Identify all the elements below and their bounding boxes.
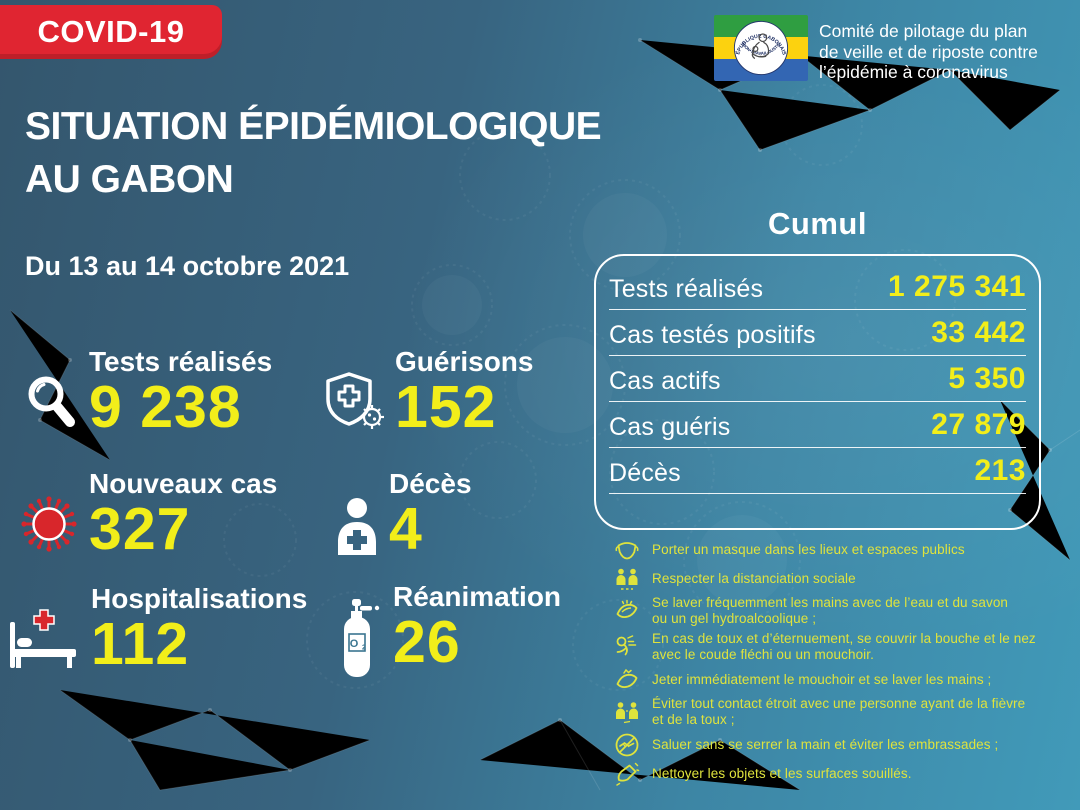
row-label: Décès: [609, 459, 681, 487]
guideline-item: Éviter tout contact étroit avec une pers…: [612, 696, 1067, 729]
guideline-item: Respecter la distanciation sociale: [612, 566, 1067, 592]
cumulative-panel: Tests réalisés 1 275 341 Cas testés posi…: [594, 254, 1041, 530]
cumulative-row: Décès 213: [609, 448, 1026, 494]
clean-surfaces-icon: [612, 761, 642, 787]
stat-tests-realises: Tests réalisés 9 238: [24, 346, 272, 437]
cumulative-row: Tests réalisés 1 275 341: [609, 264, 1026, 310]
virus-icon: [18, 493, 80, 555]
stat-hospitalisations: Hospitalisations 112: [6, 583, 307, 674]
guideline-item: Porter un masque dans les lieux et espac…: [612, 537, 1067, 563]
covid19-badge: COVID-19: [0, 5, 222, 59]
no-handshake-icon: [612, 732, 642, 758]
stat-text: Nouveaux cas 327: [89, 468, 277, 559]
stat-guerisons: Guérisons 152: [322, 346, 533, 437]
row-value: 33 442: [931, 316, 1026, 349]
stat-value: 9 238: [89, 374, 242, 440]
page-title-line2: AU GABON: [25, 158, 234, 202]
guideline-item: En cas de toux et d’éternuement, se couv…: [612, 631, 1067, 664]
stat-deces: Décès 4: [334, 468, 472, 559]
committee-name-line2: de veille et de riposte contre: [819, 41, 1038, 62]
hospital-bed-icon: [6, 608, 82, 670]
guideline-text: Éviter tout contact étroit avec une pers…: [652, 695, 1026, 728]
page-title: SITUATION ÉPIDÉMIOLOGIQUE AU GABON: [25, 100, 602, 207]
stat-text: Décès 4: [389, 468, 472, 559]
stat-label: Réanimation: [393, 581, 562, 612]
stat-value: 327: [89, 496, 191, 562]
stat-reanimation: O 2 Réanimation 26: [338, 581, 561, 677]
stat-label: Décès: [389, 468, 472, 499]
stat-label: Hospitalisations: [91, 583, 308, 614]
stat-text: Guérisons 152: [395, 346, 533, 437]
stat-label: Guérisons: [395, 346, 534, 377]
avoid-contact-icon: [612, 699, 642, 725]
mask-icon: [612, 537, 642, 563]
stat-value: 152: [395, 374, 497, 440]
stat-text: Réanimation 26: [393, 581, 561, 672]
row-label: Cas actifs: [609, 367, 721, 395]
svg-text:2: 2: [362, 644, 366, 651]
guideline-text: Nettoyer les objets et les surfaces soui…: [652, 765, 912, 781]
stat-value: 4: [389, 496, 423, 562]
committee-name-line3: l’épidémie à coronavirus: [819, 62, 1008, 83]
guideline-text: Porter un masque dans les lieux et espac…: [652, 541, 965, 557]
guidelines-list: Porter un masque dans les lieux et espac…: [612, 537, 1067, 787]
guideline-text: En cas de toux et d’éternuement, se couv…: [652, 630, 1036, 663]
guideline-item: Nettoyer les objets et les surfaces soui…: [612, 761, 1067, 787]
dispose-tissue-icon: [612, 667, 642, 693]
row-label: Cas testés positifs: [609, 321, 816, 349]
republic-seal-icon: RÉPUBLIQUE GABONAISE UNION•TRAVAIL•JUSTI…: [733, 20, 789, 76]
stat-label: Tests réalisés: [89, 346, 273, 377]
guideline-item: Se laver fréquemment les mains avec de l…: [612, 595, 1067, 628]
cumulative-row: Cas actifs 5 350: [609, 356, 1026, 402]
cumulative-row: Cas testés positifs 33 442: [609, 310, 1026, 356]
distancing-icon: [612, 566, 642, 592]
guideline-item: Saluer sans se serrer la main et éviter …: [612, 732, 1067, 758]
committee-name-line1: Comité de pilotage du plan: [819, 21, 1028, 41]
row-label: Cas guéris: [609, 413, 731, 441]
guideline-text: Se laver fréquemment les mains avec de l…: [652, 595, 1009, 627]
row-value: 1 275 341: [888, 270, 1026, 303]
row-value: 5 350: [948, 362, 1026, 395]
guideline-text: Respecter la distanciation sociale: [652, 570, 856, 586]
stat-value: 112: [91, 611, 190, 677]
report-period: Du 13 au 14 octobre 2021: [25, 251, 350, 281]
guideline-text: Saluer sans se serrer la main et éviter …: [652, 736, 999, 752]
row-label: Tests réalisés: [609, 275, 764, 303]
stat-label: Nouveaux cas: [89, 468, 278, 499]
covid19-badge-label: COVID-19: [37, 14, 185, 49]
shield-cross-virus-icon: [322, 369, 386, 433]
stat-value: 26: [393, 609, 461, 675]
stat-nouveaux-cas: Nouveaux cas 327: [18, 468, 277, 559]
page-title-line1: SITUATION ÉPIDÉMIOLOGIQUE: [25, 105, 602, 148]
stat-text: Tests réalisés 9 238: [89, 346, 272, 437]
cumulative-title: Cumul: [768, 206, 867, 241]
gabon-flag: RÉPUBLIQUE GABONAISE UNION•TRAVAIL•JUSTI…: [714, 15, 808, 81]
row-value: 27 879: [931, 408, 1026, 441]
committee-logo: RÉPUBLIQUE GABONAISE UNION•TRAVAIL•JUSTI…: [714, 15, 1038, 83]
handwash-icon: [612, 598, 642, 624]
stat-text: Hospitalisations 112: [91, 583, 307, 674]
guideline-item: Jeter immédiatement le mouchoir et se la…: [612, 667, 1067, 693]
magnifier-icon: [24, 371, 80, 433]
sneeze-elbow-icon: [612, 634, 642, 660]
cumulative-row: Cas guéris 27 879: [609, 402, 1026, 448]
guideline-text: Jeter immédiatement le mouchoir et se la…: [652, 671, 992, 687]
row-value: 213: [974, 454, 1026, 487]
committee-name: Comité de pilotage du plan de veille et …: [819, 15, 1038, 83]
oxygen-tank-icon: O 2: [338, 596, 384, 680]
person-cross-icon: [334, 497, 380, 555]
svg-text:O: O: [350, 638, 359, 650]
